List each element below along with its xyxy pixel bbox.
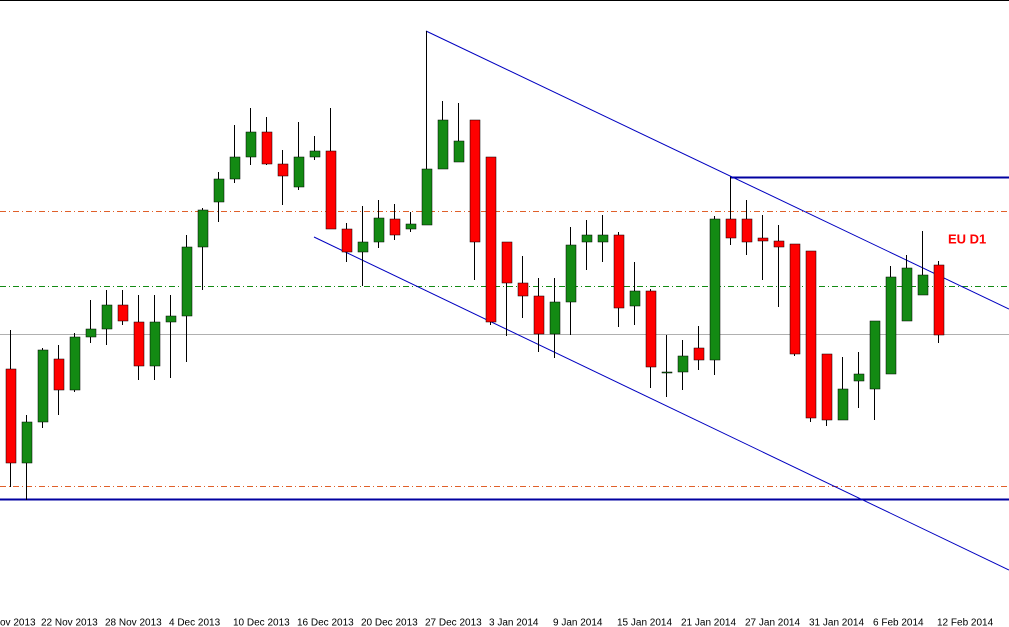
candle-body xyxy=(469,119,481,243)
candle-body xyxy=(677,355,689,373)
candle-body xyxy=(165,315,177,323)
x-tick-label: 12 Feb 2014 xyxy=(937,618,994,627)
candle-body xyxy=(533,295,545,335)
candle-body xyxy=(933,264,945,336)
x-tick-label: 28 Nov 2013 xyxy=(105,618,162,627)
candle-body xyxy=(133,321,145,367)
candle-body xyxy=(693,347,705,361)
candle-body xyxy=(181,246,193,317)
candle-body xyxy=(85,328,97,338)
candle-body xyxy=(197,209,209,248)
candle-body xyxy=(885,276,897,375)
candle-body xyxy=(149,321,161,367)
x-tick-label: ov 2013 xyxy=(0,618,36,627)
candle-body xyxy=(277,163,289,177)
x-tick-label: 9 Jan 2014 xyxy=(553,618,603,627)
candle-body xyxy=(757,237,769,242)
candle-body xyxy=(261,131,273,165)
annotation: EU D1 xyxy=(948,231,986,246)
candle-body xyxy=(69,336,81,391)
candle-body xyxy=(517,282,529,297)
x-tick-label: 21 Jan 2014 xyxy=(681,618,736,627)
candle-body xyxy=(5,368,17,464)
candle-body xyxy=(21,421,33,464)
candle-body xyxy=(37,349,49,423)
candle-body xyxy=(565,244,577,303)
candle-body xyxy=(597,234,609,243)
candle-body xyxy=(773,240,785,248)
candle-body xyxy=(309,150,321,158)
candle-body xyxy=(213,178,225,203)
candle-body xyxy=(645,290,657,368)
candle-body xyxy=(437,119,449,170)
candle-body xyxy=(325,150,337,230)
candle-body xyxy=(661,371,673,374)
candle-body xyxy=(405,223,417,230)
candle-body xyxy=(53,358,65,391)
candle-body xyxy=(341,228,353,253)
x-tick-label: 27 Dec 2013 xyxy=(425,618,482,627)
candle-body xyxy=(101,304,113,330)
candle-body xyxy=(229,156,241,180)
candle-body xyxy=(549,301,561,335)
trend-line-lower xyxy=(313,236,1009,571)
candle-body xyxy=(613,234,625,309)
candle-body xyxy=(869,320,881,390)
candle-body xyxy=(725,218,737,239)
x-tick-label: 4 Dec 2013 xyxy=(169,618,221,627)
x-tick-label: 10 Dec 2013 xyxy=(233,618,290,627)
candle-body xyxy=(581,234,593,243)
candle-body xyxy=(389,218,401,236)
candle-body xyxy=(293,156,305,188)
x-tick-label: 20 Dec 2013 xyxy=(361,618,418,627)
candle-body xyxy=(485,156,497,323)
x-tick-label: 31 Jan 2014 xyxy=(809,618,864,627)
candle-body xyxy=(709,218,721,361)
candle-body xyxy=(901,267,913,322)
candle-body xyxy=(629,290,641,307)
candle-body xyxy=(421,168,433,226)
x-tick-label: 16 Dec 2013 xyxy=(297,618,354,627)
candle-body xyxy=(741,218,753,243)
candle-body xyxy=(453,140,465,163)
candle-body xyxy=(821,353,833,421)
x-tick-label: 15 Jan 2014 xyxy=(617,618,672,627)
candle-body xyxy=(373,217,385,243)
candle-body xyxy=(245,131,257,158)
candle-body xyxy=(805,250,817,419)
candle-body xyxy=(853,373,865,382)
x-tick-label: 27 Jan 2014 xyxy=(745,618,800,627)
x-tick-label: 6 Feb 2014 xyxy=(873,618,924,627)
x-tick-label: 22 Nov 2013 xyxy=(41,618,98,627)
candle-body xyxy=(117,304,129,322)
candle-body xyxy=(917,274,929,296)
candle-body xyxy=(357,241,369,253)
candle-body xyxy=(789,243,801,355)
trend-line-upper xyxy=(425,30,1009,310)
candle-body xyxy=(501,241,513,284)
x-tick-label: 3 Jan 2014 xyxy=(489,618,539,627)
candle-body xyxy=(837,388,849,421)
